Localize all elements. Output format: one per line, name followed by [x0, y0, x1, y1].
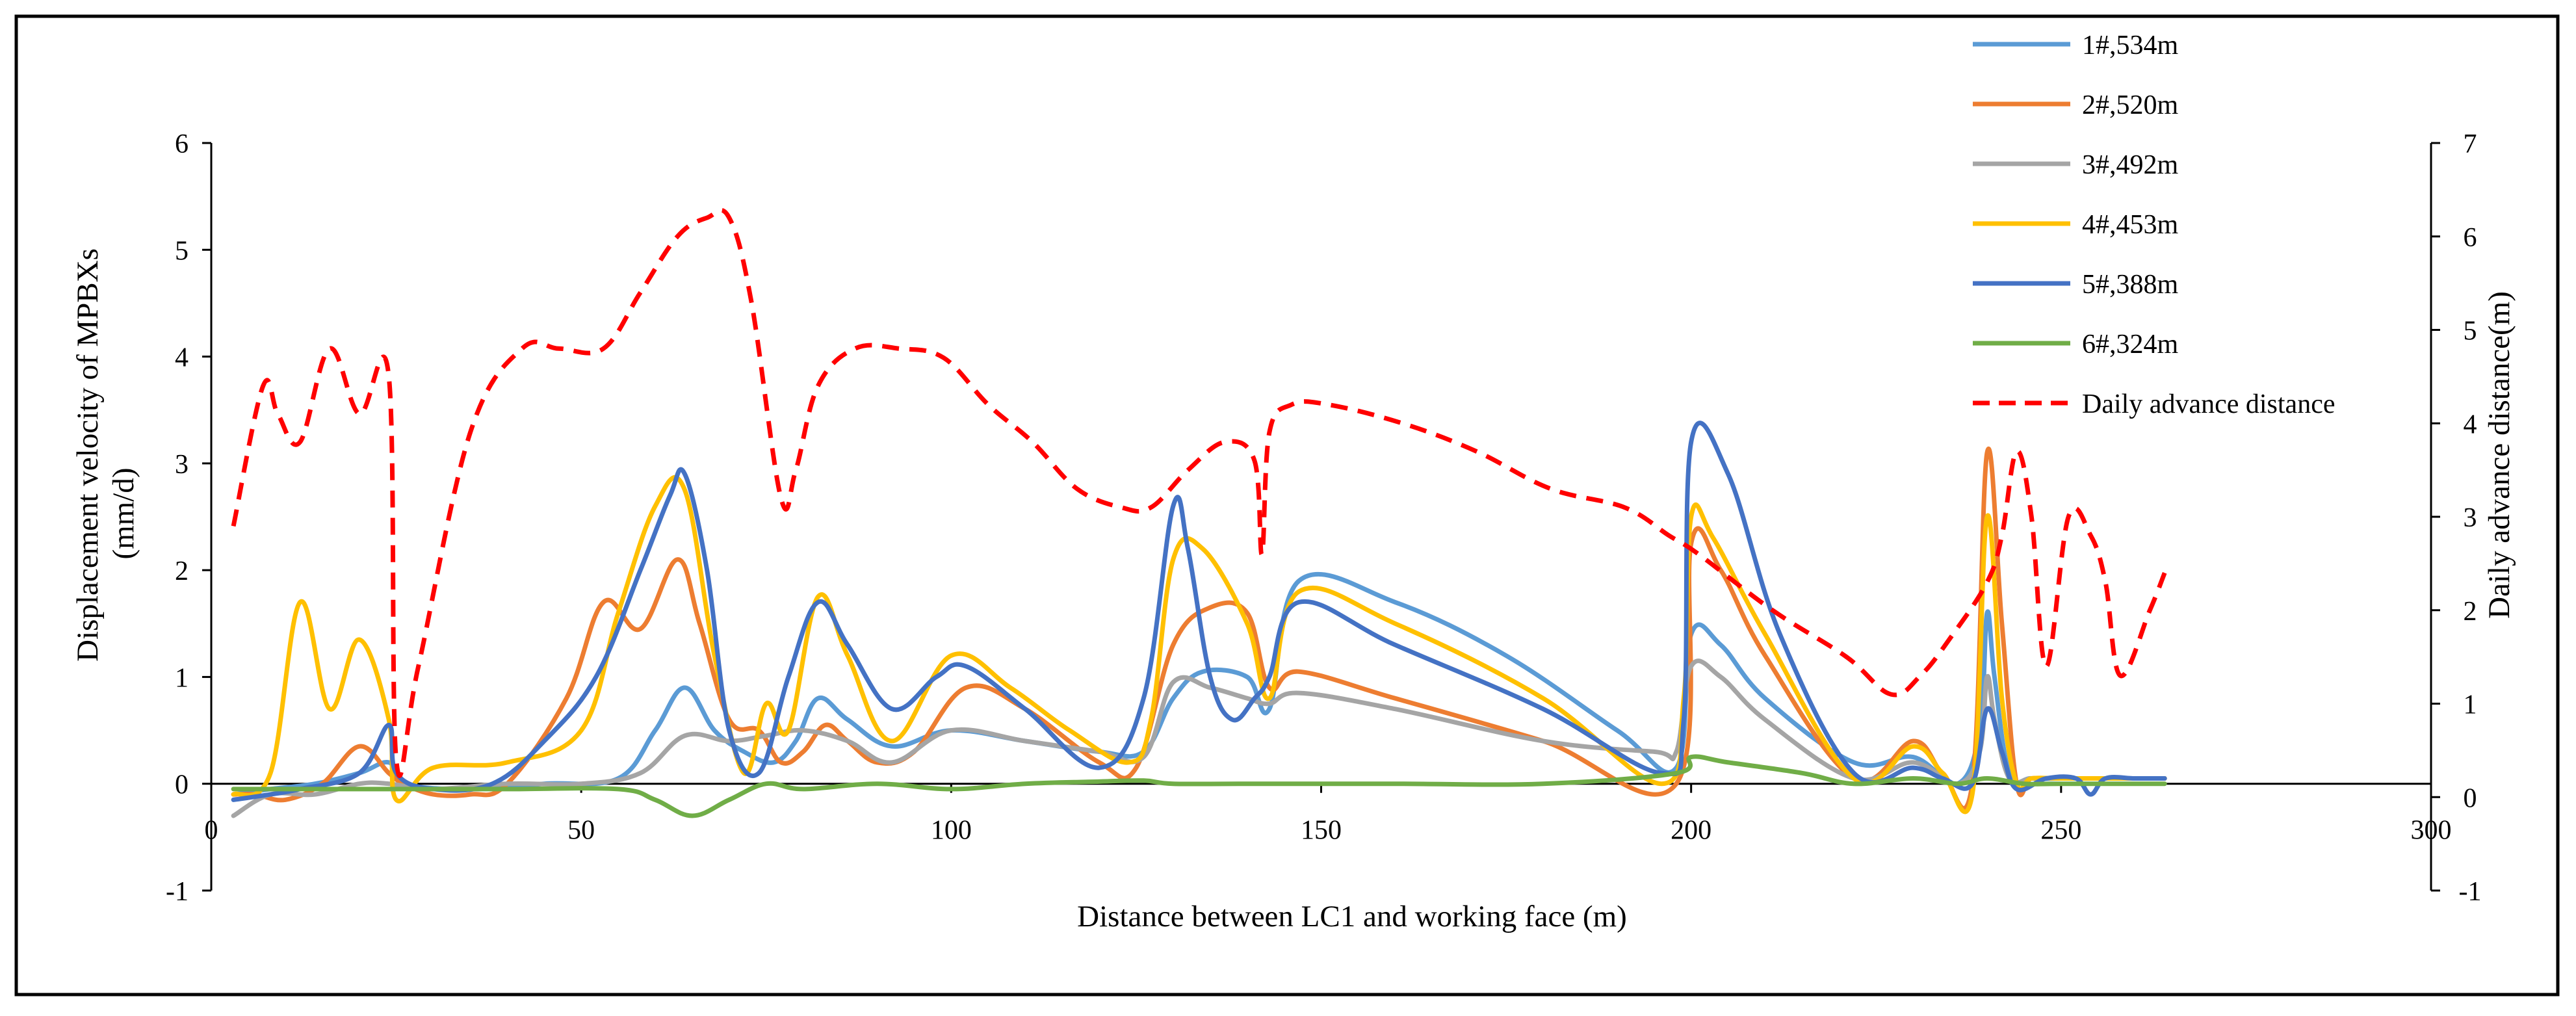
y-right-tick-label: 1 — [2464, 690, 2477, 720]
y-right-tick-label: 4 — [2464, 410, 2477, 439]
series-line-4-453m — [231, 475, 2167, 814]
y-left-tick-label: 5 — [175, 236, 189, 266]
legend-label-daily-advance-distance: Daily advance distance — [2082, 389, 2335, 419]
legend-label-2-520m: 2#,520m — [2082, 90, 2179, 120]
x-axis-label: Distance between LC1 and working face (m… — [1077, 900, 1627, 933]
legend-label-4-453m: 4#,453m — [2082, 210, 2179, 240]
legend-label-6-324m: 6#,324m — [2082, 330, 2179, 359]
legend-label-1-534m: 1#,534m — [2082, 31, 2179, 60]
y-right-tick-label: 5 — [2464, 317, 2477, 346]
legend-label-5-388m: 5#,388m — [2082, 270, 2179, 300]
y-left-tick-label: 2 — [175, 556, 189, 586]
y-left-tick-label: 1 — [175, 663, 189, 693]
x-tick-label: 50 — [567, 816, 595, 846]
y-left-tick-label: 3 — [175, 450, 189, 480]
series-line-5-388m — [231, 421, 2167, 802]
y-right-tick-label: -1 — [2459, 877, 2482, 907]
x-tick-label: 200 — [1671, 816, 1711, 846]
x-tick-label: 100 — [931, 816, 972, 846]
legend: 1#,534m 2#,520m 3#,492m 4#,453m 5#,388m 6#,32… — [1973, 31, 2335, 419]
y-axis-right-label: Daily advance distance(m) — [2482, 291, 2516, 619]
y-left-tick-label: -1 — [166, 877, 189, 907]
y-right-tick-label: 2 — [2464, 597, 2477, 627]
chart-border — [14, 14, 2560, 996]
x-tick-label: 300 — [2411, 816, 2452, 846]
series-line-daily-advance-distance — [231, 207, 2167, 778]
y-left-tick-label: 6 — [175, 129, 189, 159]
x-tick-label: 150 — [1301, 816, 1342, 846]
series-line-6-324m — [231, 754, 2167, 818]
y-right-tick-label: 7 — [2464, 129, 2477, 159]
y-axis-left-label: Displacement velocity of MPBXs — [71, 248, 105, 662]
y-right-tick-label: 0 — [2464, 783, 2477, 813]
y-right-tick-label: 6 — [2464, 223, 2477, 253]
legend-label-3-492m: 3#,492m — [2082, 150, 2179, 180]
y-axis-left-unit-label: (mm/d) — [107, 468, 140, 560]
y-left-tick-label: 4 — [175, 343, 189, 373]
x-tick-label: 250 — [2040, 816, 2081, 846]
series-layer — [231, 207, 2167, 818]
y-right-tick-label: 3 — [2464, 503, 2477, 533]
x-tick-label: 0 — [205, 816, 218, 846]
y-left-tick-label: 0 — [175, 770, 189, 800]
